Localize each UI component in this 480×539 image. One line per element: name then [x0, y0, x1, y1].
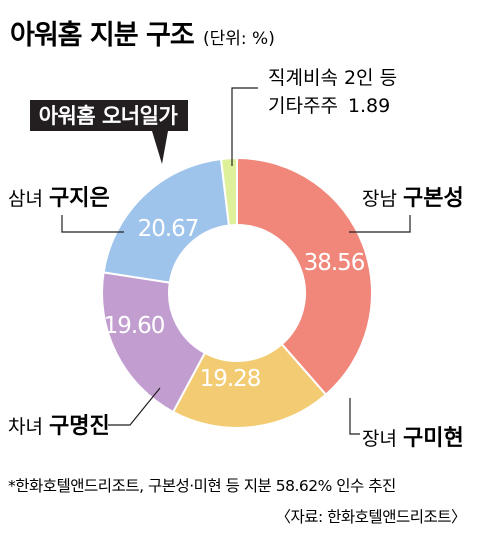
label-prefix-slice-1: 장남: [362, 188, 397, 210]
leader-line-slice-4: [61, 215, 124, 233]
leader-lines: [61, 87, 411, 435]
slice-5: [219, 156, 238, 227]
value-label-slice-2: 19.28: [200, 366, 261, 392]
slice-4: [102, 157, 231, 284]
unit-label: (단위: %): [203, 29, 275, 49]
leader-line-slice-1: [349, 215, 411, 233]
slice-1: [236, 156, 373, 397]
label-name-slice-3: 구명진: [49, 414, 110, 439]
other-label-line2: 기타주주: [268, 95, 338, 117]
value-label-slice-3: 19.60: [104, 313, 165, 339]
label-name-slice-2: 구미현: [403, 426, 464, 451]
label-prefix-slice-3: 차녀: [8, 416, 43, 438]
slice-3: [101, 271, 207, 414]
label-slice-2: 장녀 구미현: [362, 426, 464, 451]
footnote: *한화호텔앤드리조트, 구본성·미현 등 지분 58.62% 인수 추진: [8, 477, 396, 495]
label-prefix-slice-2: 장녀: [362, 428, 397, 450]
owner-badge: 아워홈 오너일가: [39, 104, 179, 128]
leader-line-slice-3: [108, 387, 161, 426]
other-value: 1.89: [348, 95, 390, 117]
label-slice-4: 삼녀 구지은: [8, 186, 110, 211]
label-name-slice-1: 구본성: [403, 186, 464, 211]
slices-group: [101, 156, 373, 429]
slice-2: [171, 342, 328, 429]
leader-line-other: [231, 87, 258, 166]
value-label-slice-1: 38.56: [304, 250, 365, 276]
chart-title: 아워홈 지분 구조: [10, 20, 194, 51]
label-prefix-slice-4: 삼녀: [8, 188, 43, 210]
label-slice-1: 장남 구본성: [362, 186, 464, 211]
other-label-line1: 직계비속 2인 등: [268, 67, 397, 89]
value-label-slice-4: 20.67: [138, 216, 199, 242]
label-slice-3: 차녀 구명진: [8, 414, 110, 439]
label-name-slice-4: 구지은: [49, 186, 110, 211]
source-note: 〈자료: 한화호텔앤드리조트〉: [275, 508, 466, 526]
other-label-line2-text: 기타주주 1.89: [268, 95, 390, 117]
owner-badge-shape: [30, 100, 188, 164]
leader-line-slice-2: [349, 398, 360, 435]
